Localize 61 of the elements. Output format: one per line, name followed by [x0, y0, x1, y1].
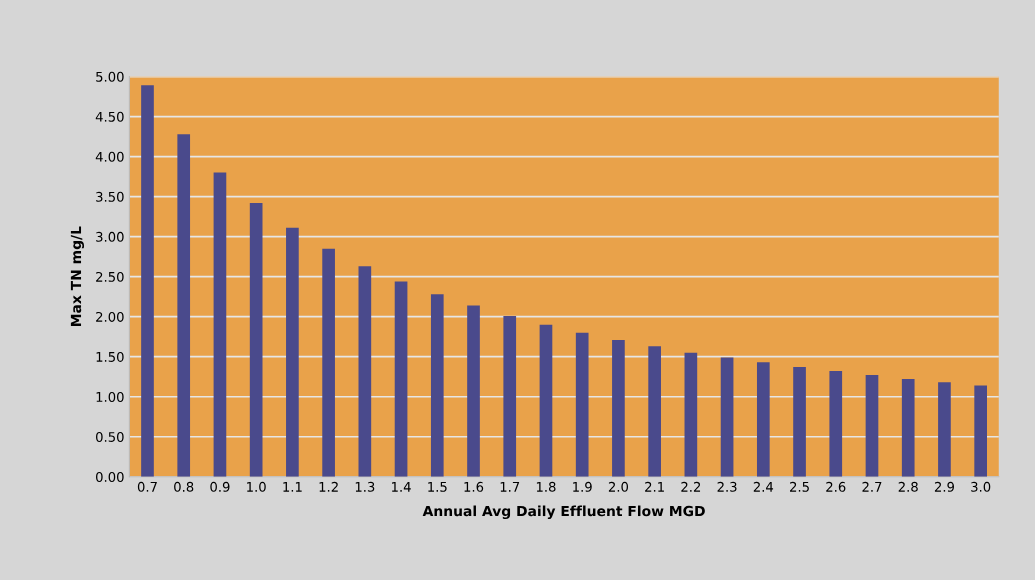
bar [901, 379, 915, 477]
y-tick-label: 0.00 [96, 471, 124, 482]
x-tick-label: 1.4 [392, 482, 411, 492]
y-tick-label: 5.00 [96, 71, 124, 82]
x-tick-label: 1.2 [319, 481, 338, 492]
bar [358, 266, 372, 477]
x-tick-label: 1.3 [355, 481, 375, 492]
x-tick-label: 2.2 [681, 481, 701, 492]
x-tick-label: 1.0 [247, 481, 266, 492]
bar [539, 324, 553, 477]
bar [467, 305, 480, 477]
x-tick-label: 2.3 [717, 481, 737, 492]
x-tick-label: 2.8 [898, 481, 918, 492]
x-tick-label: 1.7 [500, 482, 520, 492]
y-tick-label: 1.00 [96, 391, 124, 402]
bar [394, 281, 408, 477]
x-tick-label: 2.7 [862, 481, 882, 492]
x-tick-label: 2.0 [608, 481, 629, 492]
bar [575, 332, 589, 477]
bar [938, 382, 951, 477]
bar [648, 346, 661, 477]
y-tick-label: 2.50 [96, 271, 124, 282]
bar [249, 203, 263, 477]
y-tick-label: 1.50 [96, 351, 124, 362]
x-tick-label: 3.0 [971, 481, 991, 492]
bar [829, 371, 843, 477]
bar [177, 134, 191, 477]
bar [865, 375, 879, 477]
x-tick-label: 0.7 [137, 481, 157, 492]
x-tick-label: 1.9 [573, 481, 592, 492]
y-tick-label: 4.50 [95, 111, 124, 122]
y-axis-title: Max TN mg/L [70, 226, 85, 327]
bar [322, 248, 335, 477]
y-tick-label: 0.50 [96, 431, 124, 442]
bar [793, 367, 806, 477]
bar [756, 362, 770, 477]
x-tick-label: 1.1 [283, 482, 302, 492]
x-tick-label: 1.5 [428, 482, 447, 492]
x-tick-label: 2.5 [790, 481, 809, 492]
y-tick-label: 4.00 [95, 151, 124, 162]
bar [612, 339, 625, 477]
x-tick-label: 0.9 [210, 481, 230, 492]
bar [430, 294, 444, 477]
bar [503, 315, 517, 477]
bar [720, 357, 734, 477]
bar [974, 385, 987, 477]
bar [213, 172, 227, 477]
x-tick-label: 2.4 [753, 481, 774, 492]
y-tick-label: 3.50 [96, 191, 124, 202]
y-tick-label: 2.00 [96, 311, 124, 322]
x-tick-label: 1.6 [464, 481, 484, 492]
bar [684, 352, 698, 477]
x-axis-title: Annual Avg Daily Effluent Flow MGD [422, 505, 705, 520]
x-tick-label: 2.9 [934, 481, 954, 492]
bar [141, 85, 154, 477]
x-tick-label: 2.1 [645, 481, 664, 492]
y-tick-label: 3.00 [96, 231, 124, 242]
x-tick-label: 1.8 [536, 481, 556, 492]
x-tick-label: 0.8 [174, 481, 194, 492]
x-tick-label: 2.6 [826, 481, 846, 492]
bar [286, 227, 299, 477]
